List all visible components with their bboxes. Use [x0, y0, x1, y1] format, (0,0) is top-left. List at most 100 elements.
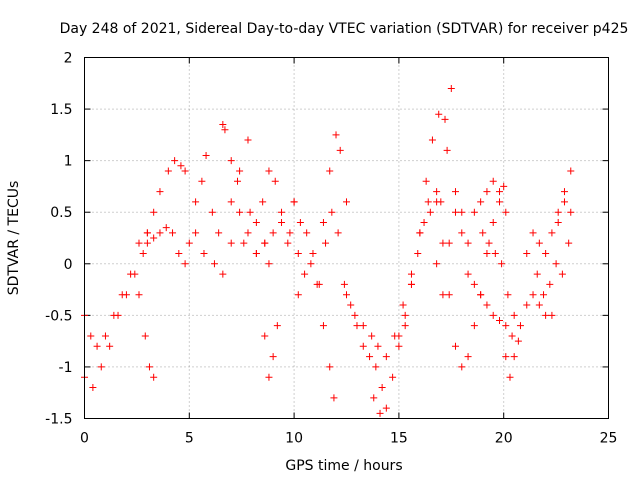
data-point	[489, 311, 497, 319]
data-point	[307, 260, 315, 268]
x-tick-label: 10	[285, 431, 303, 447]
data-point	[261, 332, 269, 340]
data-point	[437, 198, 445, 206]
data-point	[395, 342, 403, 350]
data-point	[192, 229, 200, 237]
data-point	[156, 188, 164, 196]
data-point	[401, 322, 409, 330]
data-point	[439, 239, 447, 247]
data-point	[560, 188, 568, 196]
data-point	[407, 270, 415, 278]
data-point	[498, 260, 506, 268]
data-point	[508, 332, 516, 340]
data-point	[198, 177, 206, 185]
data-point	[479, 229, 487, 237]
data-point	[560, 198, 568, 206]
data-point	[514, 337, 522, 345]
data-point	[334, 229, 342, 237]
data-point	[89, 384, 97, 392]
data-point	[529, 291, 537, 299]
data-point	[439, 291, 447, 299]
data-point	[445, 239, 453, 247]
y-tick-label: 1	[64, 154, 73, 170]
data-point	[372, 363, 380, 371]
data-point	[87, 332, 95, 340]
data-point	[489, 177, 497, 185]
data-point	[510, 311, 518, 319]
data-point	[451, 188, 459, 196]
data-point	[389, 373, 397, 381]
data-point	[192, 198, 200, 206]
data-point	[301, 270, 309, 278]
data-point	[447, 84, 455, 92]
data-point	[552, 260, 560, 268]
data-point	[441, 115, 449, 123]
data-point	[424, 198, 432, 206]
data-point	[234, 177, 242, 185]
data-point	[477, 291, 485, 299]
data-point	[483, 188, 491, 196]
data-point	[502, 322, 510, 330]
data-point	[143, 239, 151, 247]
data-point	[244, 229, 252, 237]
data-point	[169, 229, 177, 237]
data-point	[426, 208, 434, 216]
data-point	[141, 332, 149, 340]
data-point	[416, 229, 424, 237]
data-point	[259, 198, 267, 206]
data-point	[236, 208, 244, 216]
data-point	[533, 270, 541, 278]
data-point	[227, 239, 235, 247]
data-point	[265, 373, 273, 381]
data-point	[489, 219, 497, 227]
data-point	[145, 363, 153, 371]
data-point	[181, 260, 189, 268]
data-point	[131, 270, 139, 278]
data-point	[135, 291, 143, 299]
data-point	[101, 332, 109, 340]
data-point	[162, 224, 170, 232]
data-point	[328, 208, 336, 216]
x-tick-label: 0	[80, 431, 89, 447]
data-points	[81, 84, 575, 417]
y-axis-label: SDTVAR / TECUs	[6, 181, 22, 296]
data-point	[309, 249, 317, 257]
data-point	[435, 110, 443, 118]
y-tick-label: 2	[64, 51, 73, 67]
data-point	[114, 311, 122, 319]
data-point	[470, 280, 478, 288]
data-point	[414, 249, 422, 257]
data-point	[252, 219, 260, 227]
data-point	[319, 322, 327, 330]
data-point	[359, 322, 367, 330]
data-point	[548, 229, 556, 237]
data-point	[340, 280, 348, 288]
data-point	[93, 342, 101, 350]
data-point	[554, 219, 562, 227]
data-point	[278, 219, 286, 227]
data-point	[485, 239, 493, 247]
data-point	[565, 239, 573, 247]
data-point	[219, 270, 227, 278]
data-point	[546, 280, 554, 288]
data-point	[210, 260, 218, 268]
data-point	[175, 249, 183, 257]
y-tick-label: 0	[64, 257, 73, 273]
data-point	[273, 322, 281, 330]
data-point	[236, 167, 244, 175]
data-point	[177, 162, 185, 170]
data-point	[506, 373, 514, 381]
data-point	[433, 188, 441, 196]
data-point	[246, 208, 254, 216]
data-point	[284, 239, 292, 247]
data-point	[370, 394, 378, 402]
data-point	[181, 167, 189, 175]
data-point	[319, 219, 327, 227]
data-point	[523, 249, 531, 257]
data-point	[502, 208, 510, 216]
data-point	[347, 301, 355, 309]
data-point	[464, 353, 472, 361]
data-point	[500, 182, 508, 190]
data-point	[554, 208, 562, 216]
